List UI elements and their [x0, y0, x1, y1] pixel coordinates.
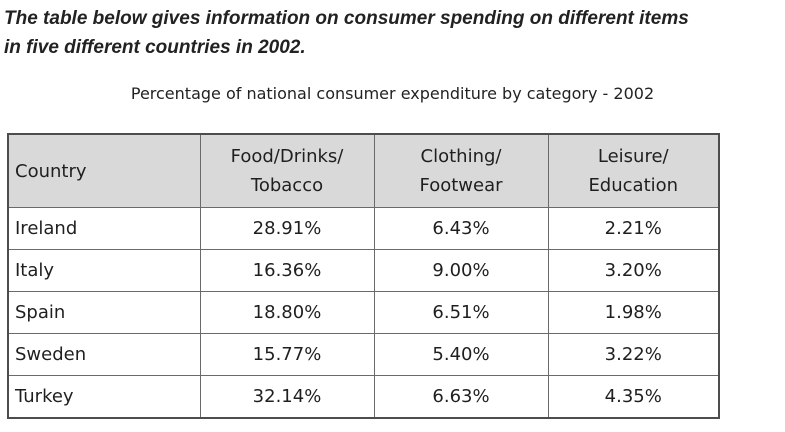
leisure-cell: 1.98% [547, 291, 720, 334]
task-heading-line-2: in five different countries in 2002. [4, 37, 306, 58]
header-food-line-2: Tobacco [250, 175, 324, 196]
header-leisure: Leisure/ Education [547, 133, 720, 208]
task-heading: The table below gives information on con… [4, 4, 782, 62]
header-clothing-line-1: Clothing/ [420, 146, 502, 167]
header-country: Country [7, 133, 201, 208]
header-food-line-1: Food/Drinks/ [230, 146, 344, 167]
leisure-cell: 3.22% [547, 333, 720, 376]
header-food: Food/Drinks/ Tobacco [199, 133, 375, 208]
country-cell: Spain [7, 291, 201, 334]
leisure-cell: 2.21% [547, 207, 720, 250]
leisure-cell: 4.35% [547, 375, 720, 419]
header-clothing-line-2: Footwear [419, 175, 503, 196]
country-cell: Italy [7, 249, 201, 292]
header-leisure-line-1: Leisure/ [597, 146, 669, 167]
leisure-cell: 3.20% [547, 249, 720, 292]
clothing-cell: 6.43% [373, 207, 549, 250]
food-cell: 28.91% [199, 207, 375, 250]
header-row: Country Food/Drinks/ Tobacco Clothing/ F… [7, 133, 720, 208]
clothing-cell: 9.00% [373, 249, 549, 292]
food-cell: 18.80% [199, 291, 375, 334]
table-title: Percentage of national consumer expendit… [130, 84, 655, 103]
expenditure-table: Country Food/Drinks/ Tobacco Clothing/ F… [7, 133, 720, 419]
clothing-cell: 5.40% [373, 333, 549, 376]
table-row: Turkey 32.14% 6.63% 4.35% [7, 375, 720, 419]
food-cell: 15.77% [199, 333, 375, 376]
header-country-label: Country [15, 160, 87, 182]
table-row: Sweden 15.77% 5.40% 3.22% [7, 333, 720, 376]
header-clothing: Clothing/ Footwear [373, 133, 549, 208]
table-row: Ireland 28.91% 6.43% 2.21% [7, 207, 720, 250]
header-leisure-line-2: Education [588, 175, 679, 196]
food-cell: 32.14% [199, 375, 375, 419]
country-cell: Sweden [7, 333, 201, 376]
clothing-cell: 6.51% [373, 291, 549, 334]
table-row: Italy 16.36% 9.00% 3.20% [7, 249, 720, 292]
table-row: Spain 18.80% 6.51% 1.98% [7, 291, 720, 334]
clothing-cell: 6.63% [373, 375, 549, 419]
country-cell: Turkey [7, 375, 201, 419]
country-cell: Ireland [7, 207, 201, 250]
task-heading-line-1: The table below gives information on con… [4, 8, 689, 29]
food-cell: 16.36% [199, 249, 375, 292]
